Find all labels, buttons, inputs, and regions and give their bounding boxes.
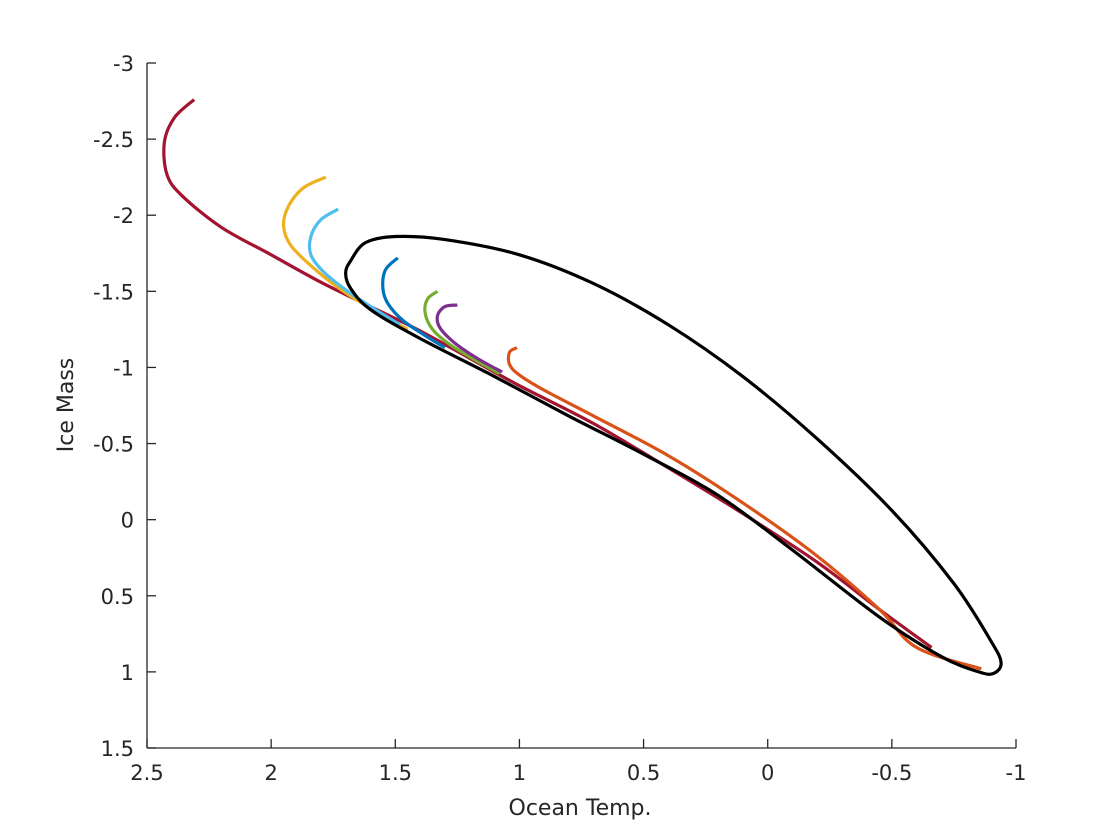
ticks: 2.5 2 1.5 1 0.5 0 -0.5 -1 -3 -2.5 -2 -1.5 -1 -0.5 0 0.5…	[93, 52, 1026, 785]
series-line-1	[162, 98, 933, 649]
y-tick-label: 0	[121, 509, 134, 533]
series-line-5	[423, 290, 501, 375]
y-tick-label: -0.5	[93, 433, 134, 457]
x-tick-label: 1	[513, 761, 526, 785]
series-line-7	[506, 346, 982, 671]
y-tick-label: 0.5	[101, 585, 134, 609]
series	[162, 98, 1003, 676]
series-line-3	[307, 207, 402, 327]
series-line-6	[435, 303, 503, 374]
y-tick-label: 1.5	[101, 737, 134, 761]
x-tick-label: 0	[761, 761, 774, 785]
y-tick-label: -3	[113, 52, 134, 76]
x-tick-label: 1.5	[379, 761, 412, 785]
x-tick-label: 2	[264, 761, 277, 785]
y-tick-label: -2	[113, 204, 134, 228]
x-tick-label: 2.5	[130, 761, 163, 785]
y-axis-label: Ice Mass	[54, 358, 79, 453]
x-axis-label: Ocean Temp.	[509, 796, 652, 821]
x-tick-label: -1	[1006, 761, 1027, 785]
series-line-8	[344, 234, 1003, 676]
y-tick-label: -1	[113, 356, 134, 380]
y-tick-label: 1	[121, 661, 134, 685]
x-tick-label: 0.5	[627, 761, 660, 785]
series-line-4	[381, 256, 446, 350]
y-tick-label: -1.5	[93, 280, 134, 304]
axes	[146, 63, 1016, 749]
y-tick-label: -2.5	[93, 128, 134, 152]
x-tick-label: -0.5	[871, 761, 912, 785]
